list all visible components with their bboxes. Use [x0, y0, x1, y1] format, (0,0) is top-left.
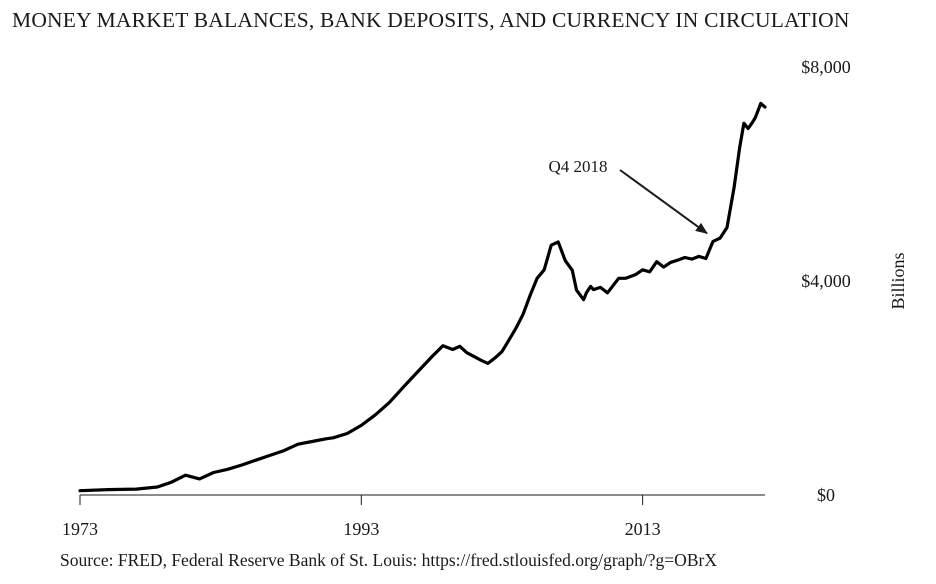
annotation-arrow [619, 169, 708, 235]
series-group [78, 101, 767, 493]
source-note: Source: FRED, Federal Reserve Bank of St… [60, 550, 717, 570]
x-tick-label: 1973 [62, 519, 98, 539]
annotation-label: Q4 2018 [548, 157, 607, 176]
annotations-group: Q4 2018 [548, 157, 708, 235]
series-line [78, 101, 767, 493]
axes: 1973 1993 2013 $0 $4,000 $8,000 [62, 57, 851, 539]
y-tick-label: $8,000 [801, 57, 851, 77]
y-tick-label: $4,000 [801, 271, 851, 291]
y-tick-label: $0 [817, 485, 835, 505]
x-tick-label: 1993 [343, 519, 379, 539]
y-axis-label: Billions [888, 252, 908, 309]
chart-title: MONEY MARKET BALANCES, BANK DEPOSITS, AN… [12, 8, 850, 32]
x-tick-label: 2013 [625, 519, 661, 539]
